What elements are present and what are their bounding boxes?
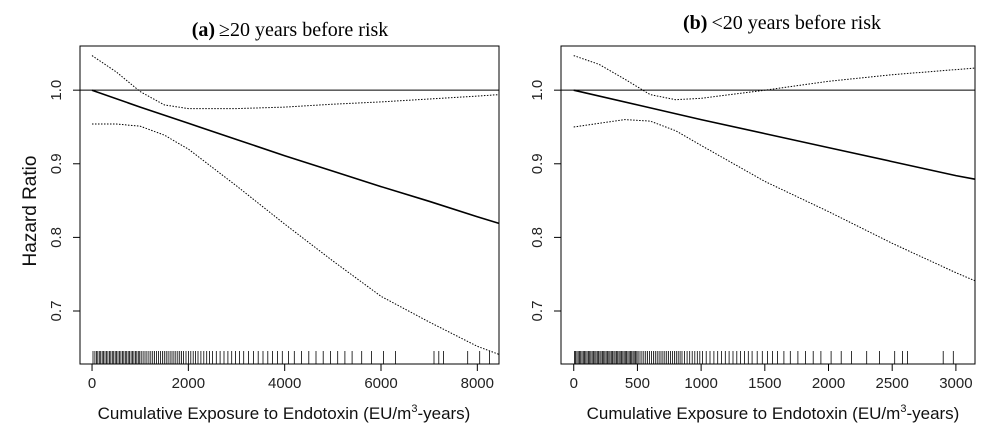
panel-b-y-tick-label: 0.8: [529, 227, 546, 248]
panel-a-y-tick-label: 0.8: [48, 227, 65, 248]
panel-a-x-tick-label: 8000: [461, 375, 494, 392]
panel-b-x-tick-label: 500: [625, 375, 650, 392]
panel-b-title-prefix: (b): [683, 12, 707, 34]
panel-a-x-axis-title: Cumulative Exposure to Endotoxin (EU/m3-…: [98, 403, 471, 423]
panel-b-y-tick-label: 1.0: [529, 80, 546, 101]
panel-a-x-axis-title-end: -years): [417, 404, 470, 423]
panel-b-x-tick-label: 1500: [748, 375, 781, 392]
panel-b-x-tick-label: 1000: [684, 375, 717, 392]
panel-b-estimate-line: [573, 89, 976, 180]
panel-b-x-tick-label: 2000: [812, 375, 845, 392]
panel-a-y-tick-label: 0.9: [48, 153, 65, 174]
panel-a-upper-ci-line: [91, 55, 500, 110]
panel-b-plot-frame: [560, 45, 976, 365]
panel-a-lower-ci-line: [92, 123, 500, 355]
panel-a-x-axis-title-sup: 3: [411, 403, 417, 415]
panel-b-x-tick-label: 2500: [876, 375, 909, 392]
panel-b-x-axis-title-main: Cumulative Exposure to Endotoxin (EU/m: [587, 404, 901, 423]
y-axis-title: Hazard Ratio: [20, 156, 41, 267]
panel-b-x-tick-label: 3000: [939, 375, 972, 392]
panel-a-plot-frame: [79, 45, 500, 365]
panel-b-y-tick-label: 0.7: [529, 301, 546, 322]
panel-a-x-ticks: 0 2000 4000 6000 8000: [88, 364, 494, 392]
panel-b-rug: [574, 351, 954, 364]
panel-b-upper-ci-line: [573, 55, 976, 101]
panel-a-title: (a) ≥20 years before risk: [192, 19, 389, 41]
panel-b-series: [573, 55, 976, 282]
panel-a-rug: [92, 351, 490, 364]
panel-b-x-axis-title-end: -years): [906, 404, 959, 423]
panel-a-x-axis-title-main: Cumulative Exposure to Endotoxin (EU/m: [98, 404, 412, 423]
panel-b-x-ticks: 0 500 1000 1500 2000 2500 3000: [570, 364, 973, 392]
panel-a-y-ticks: 0.7 0.8 0.9 1.0: [48, 80, 80, 322]
panel-b-y-tick-label: 0.9: [529, 153, 546, 174]
panel-a-y-tick-label: 1.0: [48, 80, 65, 101]
panel-b-lower-ci-line: [573, 119, 976, 282]
panel-b: (b) <20 years before risk 0 500 1000 1500 200…: [529, 12, 976, 423]
panel-a-title-prefix: (a): [192, 19, 215, 41]
panel-b-x-axis-title-sup: 3: [900, 403, 906, 415]
panel-a-x-tick-label: 2000: [172, 375, 205, 392]
panel-a: (a) ≥20 years before risk 0 2000 4000 6000 80…: [48, 19, 500, 423]
panel-b-y-ticks: 0.7 0.8 0.9 1.0: [529, 80, 561, 322]
panel-a-x-tick-label: 4000: [268, 375, 301, 392]
panel-b-x-tick-label: 0: [570, 375, 578, 392]
panel-b-title: (b) <20 years before risk: [683, 12, 881, 34]
panel-a-title-text: ≥20 years before risk: [219, 19, 388, 41]
panel-a-series: [91, 55, 500, 355]
panel-a-estimate-line: [91, 89, 500, 225]
panel-b-title-text: <20 years before risk: [711, 12, 881, 34]
panel-a-x-tick-label: 0: [88, 375, 96, 392]
panel-a-x-tick-label: 6000: [364, 375, 397, 392]
panel-a-y-tick-label: 0.7: [48, 301, 65, 322]
panel-b-x-axis-title: Cumulative Exposure to Endotoxin (EU/m3-…: [587, 403, 960, 423]
